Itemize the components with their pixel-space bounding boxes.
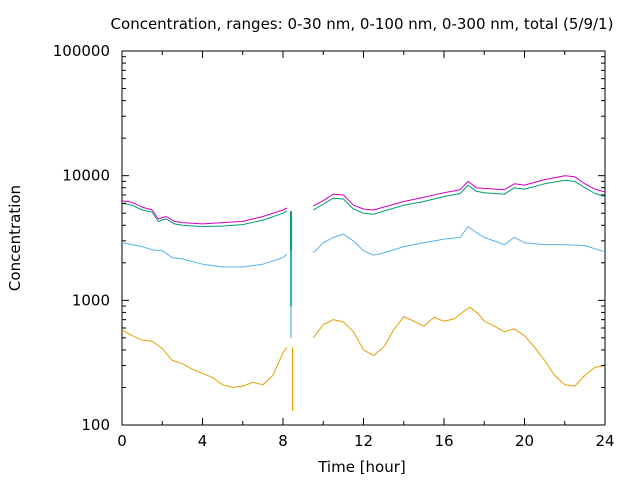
plot-border <box>121 50 606 426</box>
series-3-line-segment-0 <box>121 329 288 388</box>
x-tick-label: 0 <box>117 432 127 450</box>
series-1-line-segment-0 <box>121 202 288 228</box>
y-tick-label: 100 <box>81 416 110 434</box>
series-2-line-segment-1 <box>312 226 606 256</box>
series-layer <box>121 175 606 411</box>
x-tick-label: 4 <box>198 432 208 450</box>
y-tick-label: 1000 <box>72 291 110 309</box>
x-tick-label: 8 <box>278 432 288 450</box>
series-0-line-segment-1 <box>312 175 606 211</box>
chart-title: Concentration, ranges: 0-30 nm, 0-100 nm… <box>111 15 614 33</box>
series-1-line-segment-1 <box>312 179 606 215</box>
x-tick-label: 24 <box>595 432 614 450</box>
series-2-line-segment-0 <box>121 242 288 268</box>
y-axis-label: Concentration <box>6 185 24 291</box>
y-tick-label: 10000 <box>62 167 110 185</box>
series-3-line-segment-1 <box>312 306 606 387</box>
plot-area <box>121 50 606 426</box>
x-tick-label: 12 <box>354 432 373 450</box>
x-axis-ticks: 0 4 8 12 16 20 24 <box>117 51 615 450</box>
x-axis-label: Time [hour] <box>317 458 406 476</box>
x-tick-label: 20 <box>515 432 534 450</box>
y-tick-label: 100000 <box>53 42 110 60</box>
x-tick-label: 16 <box>434 432 453 450</box>
y-axis-ticks: 100 1000 10000 100000 <box>53 42 605 434</box>
series-0-line-segment-0 <box>121 200 288 225</box>
